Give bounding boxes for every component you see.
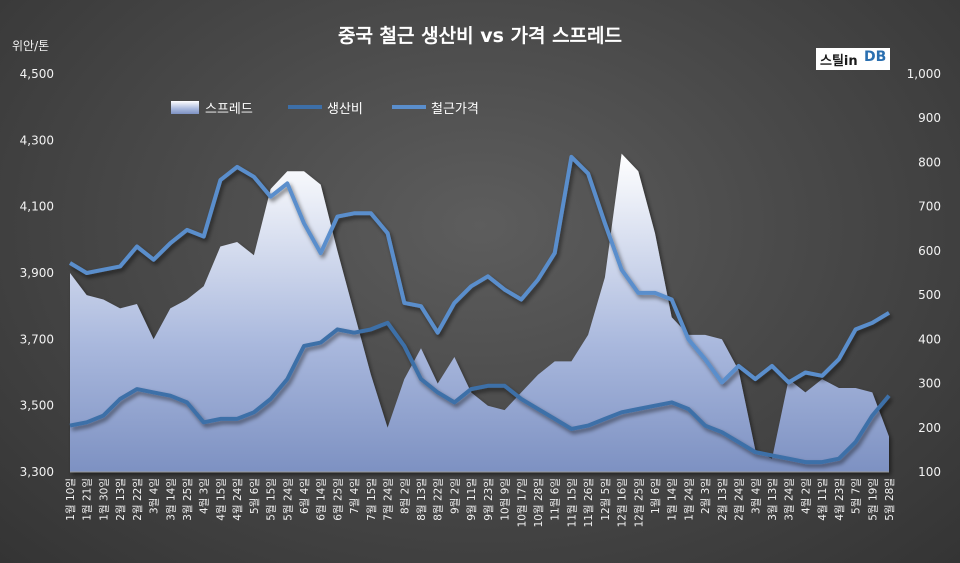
legend-item-spread: 스프레드 bbox=[171, 101, 253, 117]
right-tick-label: 500 bbox=[918, 288, 941, 302]
x-tick-label: 7월 15일 bbox=[365, 478, 378, 521]
x-tick-label: 1월 24일 bbox=[682, 478, 695, 521]
left-axis-unit: 위안/톤 bbox=[12, 39, 49, 53]
x-tick-label: 5월 7일 bbox=[850, 478, 863, 514]
x-tick-label: 3월 24일 bbox=[783, 478, 796, 521]
right-axis-ticks: 100 200 300 400 500 600 700 800 900 1,000 bbox=[907, 67, 941, 479]
x-tick-label: 9월 23일 bbox=[482, 478, 495, 521]
left-tick-label: 4,300 bbox=[20, 133, 54, 147]
x-tick-label: 1월 10일 bbox=[64, 478, 77, 521]
legend-label-cost: 생산비 bbox=[327, 102, 363, 117]
legend-swatch-spread bbox=[171, 101, 199, 114]
right-tick-label: 400 bbox=[918, 332, 941, 346]
x-tick-label: 2월 13일 bbox=[716, 478, 729, 521]
x-tick-label: 1월 21일 bbox=[81, 478, 94, 521]
x-tick-label: 11월 15일 bbox=[565, 478, 578, 527]
x-tick-label: 5월 28일 bbox=[883, 478, 896, 521]
x-tick-label: 8월 2일 bbox=[398, 478, 411, 514]
legend-item-cost: 생산비 bbox=[288, 102, 363, 117]
legend-item-price: 철근가격 bbox=[392, 102, 479, 117]
x-tick-label: 4월 23일 bbox=[833, 478, 846, 521]
right-tick-label: 800 bbox=[918, 155, 941, 169]
x-tick-label: 10월 28일 bbox=[532, 478, 545, 527]
x-tick-label: 10월 9일 bbox=[499, 478, 512, 521]
legend: 스프레드 생산비 철근가격 bbox=[171, 101, 479, 117]
x-tick-label: 3월 14일 bbox=[164, 478, 177, 521]
x-tick-label: 3월 25일 bbox=[181, 478, 194, 521]
x-tick-label: 5월 19일 bbox=[866, 478, 879, 521]
x-tick-label: 7월 24일 bbox=[382, 478, 395, 521]
x-tick-label: 6월 25일 bbox=[331, 478, 344, 521]
x-tick-label: 8월 13일 bbox=[415, 478, 428, 521]
x-tick-label: 11월 6일 bbox=[549, 478, 562, 521]
x-tick-label: 9월 2일 bbox=[448, 478, 461, 514]
right-tick-label: 300 bbox=[918, 377, 941, 391]
x-tick-label: 2월 13일 bbox=[114, 478, 127, 521]
x-tick-label: 10월 17일 bbox=[515, 478, 528, 527]
steelin-db-logo: 스틸in DB bbox=[816, 48, 890, 70]
x-tick-label: 1월 6일 bbox=[649, 478, 662, 514]
right-tick-label: 1,000 bbox=[907, 67, 941, 81]
x-tick-label: 5월 6일 bbox=[248, 478, 261, 514]
x-tick-label: 5월 15일 bbox=[265, 478, 278, 521]
left-tick-label: 3,500 bbox=[20, 399, 54, 413]
x-tick-label: 2월 24일 bbox=[733, 478, 746, 521]
x-tick-label: 2월 22일 bbox=[131, 478, 144, 521]
x-tick-label: 6월 4일 bbox=[298, 478, 311, 514]
legend-label-spread: 스프레드 bbox=[205, 102, 253, 117]
left-axis-ticks: 3,300 3,500 3,700 3,900 4,100 4,300 4,500 bbox=[20, 67, 54, 479]
cost-line bbox=[69, 320, 891, 465]
x-tick-label: 4월 24일 bbox=[231, 478, 244, 521]
x-tick-label: 5월 24일 bbox=[281, 478, 294, 521]
right-tick-label: 900 bbox=[918, 111, 941, 125]
left-tick-label: 3,700 bbox=[20, 332, 54, 346]
right-tick-label: 700 bbox=[918, 200, 941, 214]
x-tick-label: 3월 4일 bbox=[749, 478, 762, 514]
spread-area bbox=[70, 153, 889, 472]
x-tick-label: 6월 14일 bbox=[315, 478, 328, 521]
logo-db-text: DB bbox=[864, 49, 887, 65]
legend-label-price: 철근가격 bbox=[431, 102, 479, 117]
x-tick-label: 9월 11일 bbox=[465, 478, 478, 521]
x-tick-label: 12월 5일 bbox=[599, 478, 612, 521]
right-tick-label: 600 bbox=[918, 244, 941, 258]
left-tick-label: 4,500 bbox=[20, 67, 54, 81]
x-tick-label: 7월 4일 bbox=[348, 478, 361, 514]
x-tick-label: 4월 2일 bbox=[799, 478, 812, 514]
x-tick-label: 4월 11일 bbox=[816, 478, 829, 521]
left-tick-label: 3,300 bbox=[20, 465, 54, 479]
x-tick-label: 8월 22일 bbox=[432, 478, 445, 521]
logo-text: 스틸in bbox=[820, 54, 858, 69]
x-tick-label: 3월 4일 bbox=[148, 478, 161, 514]
x-tick-label: 12월 25일 bbox=[632, 478, 645, 527]
x-tick-label: 11월 26일 bbox=[582, 478, 595, 527]
right-tick-label: 100 bbox=[918, 465, 941, 479]
left-tick-label: 4,100 bbox=[20, 200, 54, 214]
left-tick-label: 3,900 bbox=[20, 266, 54, 280]
x-tick-label: 1월 30일 bbox=[97, 478, 110, 521]
x-tick-label: 3월 13일 bbox=[766, 478, 779, 521]
chart-title: 중국 철근 생산비 vs 가격 스프레드 bbox=[338, 25, 622, 47]
x-tick-label: 12월 16일 bbox=[616, 478, 629, 527]
price-line bbox=[68, 154, 891, 385]
x-tick-label: 4월 3일 bbox=[198, 478, 211, 514]
x-tick-label: 4월 15일 bbox=[214, 478, 227, 521]
x-tick-label: 1월 14일 bbox=[666, 478, 679, 521]
x-axis-labels: 1월 10일 1월 21일 1월 30일 2월 13일 2월 22일 3월 4일 3월 14… bbox=[64, 478, 896, 527]
right-tick-label: 200 bbox=[918, 421, 941, 435]
x-tick-label: 2월 3일 bbox=[699, 478, 712, 514]
